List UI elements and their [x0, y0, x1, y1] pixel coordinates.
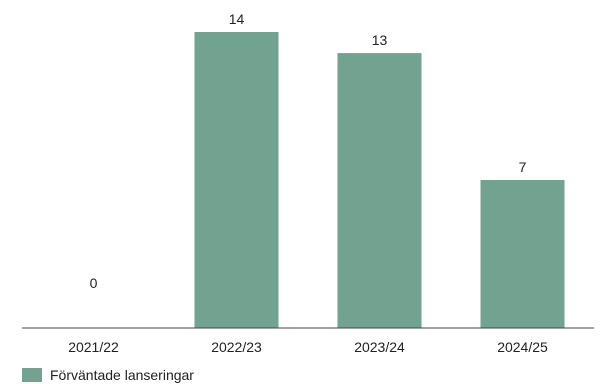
- data-label-2022-23: 14: [229, 11, 245, 27]
- data-label-2024-25: 7: [519, 159, 527, 175]
- data-labels-group: 0 14 13 7: [90, 11, 527, 291]
- bar-2023-24: [337, 53, 422, 328]
- legend-swatch: [22, 368, 42, 382]
- x-tick-label-2021-22: 2021/22: [68, 339, 119, 355]
- legend: Förväntade lanseringar: [22, 366, 194, 384]
- data-label-2021-22: 0: [90, 275, 98, 291]
- x-tick-label-2022-23: 2022/23: [211, 339, 262, 355]
- data-label-2023-24: 13: [372, 32, 388, 48]
- x-tick-label-2024-25: 2024/25: [497, 339, 548, 355]
- bars-group: [194, 32, 565, 328]
- x-tick-labels-group: 2021/22 2022/23 2023/24 2024/25: [68, 339, 548, 355]
- legend-label: Förväntade lanseringar: [50, 367, 194, 383]
- bar-2024-25: [480, 180, 565, 328]
- x-tick-label-2023-24: 2023/24: [354, 339, 405, 355]
- bar-2022-23: [194, 32, 279, 328]
